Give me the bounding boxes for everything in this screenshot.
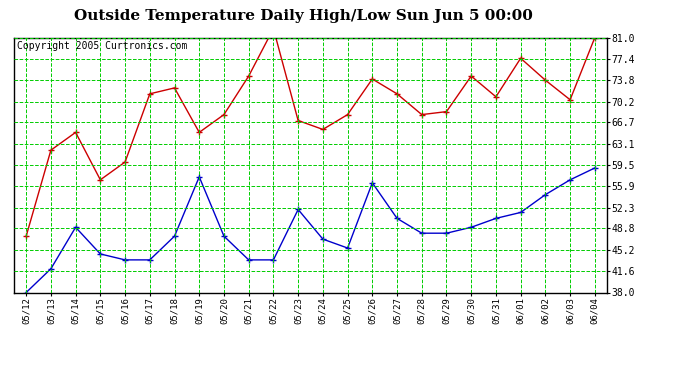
Text: Outside Temperature Daily High/Low Sun Jun 5 00:00: Outside Temperature Daily High/Low Sun J… [74, 9, 533, 23]
Text: Copyright 2005 Curtronics.com: Copyright 2005 Curtronics.com [17, 41, 187, 51]
